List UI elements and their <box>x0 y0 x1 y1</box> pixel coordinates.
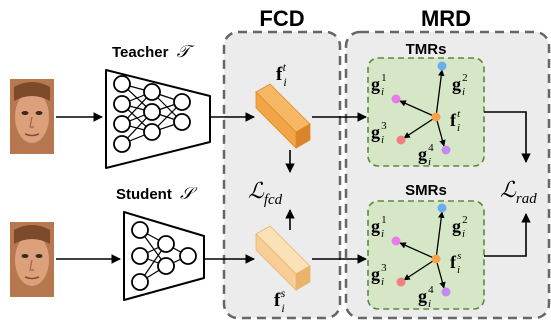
smrs-title: SMRs <box>405 182 447 199</box>
fcd-loss-label: ℒfcd <box>248 178 283 208</box>
student-feature-block <box>255 225 311 291</box>
rad-loss-label: ℒrad <box>500 177 537 207</box>
smrs-g3-label: gi3 <box>371 262 387 288</box>
smrs-center-node <box>431 254 441 264</box>
tmrs-center-label: fit <box>450 108 461 134</box>
teacher-face-image <box>10 79 54 154</box>
smrs-node-g4 <box>441 287 451 297</box>
smrs-node-g3 <box>396 277 406 287</box>
student-network <box>123 211 205 301</box>
teacher-feature-block <box>255 83 311 149</box>
smrs-center-label: fis <box>450 250 461 276</box>
teacher-network <box>105 69 211 169</box>
fcd-panel <box>222 30 342 320</box>
tmrs-relations <box>399 69 446 147</box>
student-face-image <box>10 222 54 297</box>
tmrs-node-g1 <box>391 94 401 104</box>
teacher-feature-label: fit <box>276 60 287 89</box>
smrs-g1-label: gi1 <box>371 214 387 240</box>
smrs-to-rad-arrow <box>484 213 531 257</box>
tmrs-to-rad-arrow <box>484 111 531 163</box>
tmrs-g4-label: gi4 <box>418 142 434 168</box>
fcd-title: FCD <box>259 6 304 31</box>
tmrs-node-g2 <box>437 61 447 71</box>
tmrs-g1-label: gi1 <box>371 72 387 98</box>
student-feature-label: fis <box>274 286 286 315</box>
mrd-title: MRD <box>421 6 471 31</box>
smrs-relations <box>399 211 446 289</box>
tmrs-node-g3 <box>396 135 406 145</box>
teacher-label: Teacher 𝒯 <box>112 42 195 61</box>
smrs-node-g1 <box>391 236 401 246</box>
tmrs-g3-label: gi3 <box>371 120 387 146</box>
student-label: Student 𝒮 <box>116 184 198 203</box>
tmrs-center-node <box>431 112 441 122</box>
tmrs-title: TMRs <box>406 41 447 58</box>
smrs-node-g2 <box>437 203 447 213</box>
smrs-g2-label: gi2 <box>452 214 468 240</box>
tmrs-node-g4 <box>441 145 451 155</box>
smrs-g4-label: gi4 <box>418 284 434 310</box>
tmrs-g2-label: gi2 <box>452 72 468 98</box>
